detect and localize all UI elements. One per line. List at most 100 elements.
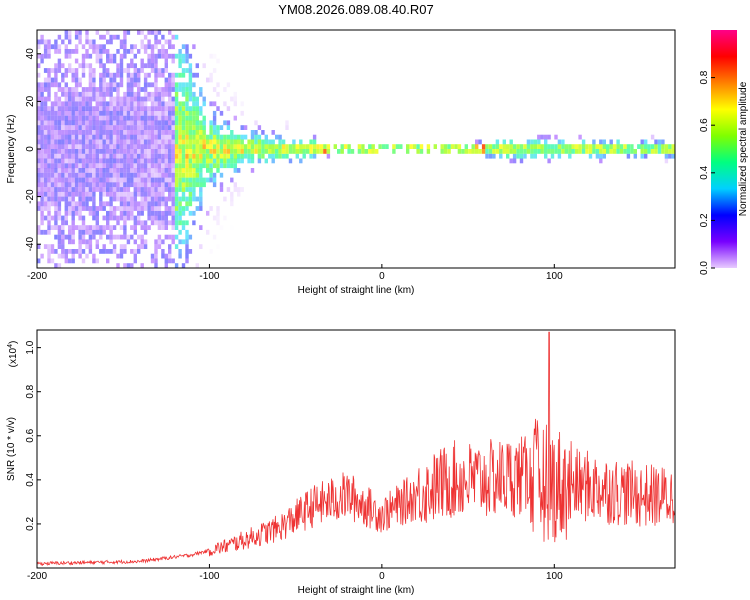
spectrogram-cell <box>323 144 327 149</box>
spectrogram-cell <box>133 139 137 145</box>
spectrogram-cell <box>99 177 103 183</box>
spectrogram-cell <box>102 191 106 197</box>
spectrogram-cell <box>43 82 48 88</box>
snr-scale-base: (x10 <box>8 347 19 367</box>
spectrogram-cell <box>143 63 148 69</box>
spectrogram-cell <box>54 191 58 197</box>
spectrogram-cell <box>116 144 120 149</box>
spectrogram-cell <box>161 196 165 202</box>
spectrogram-cell <box>106 177 110 183</box>
spectrogram-cell <box>85 139 89 145</box>
spectrogram-cell <box>99 96 103 102</box>
spectrogram-cell <box>68 168 72 173</box>
y-tick-label: 1.0 <box>25 340 36 354</box>
spectrogram-cell <box>68 153 72 159</box>
spectrogram-cell <box>150 120 155 126</box>
spectrogram-cell <box>619 149 624 154</box>
spectrogram-cell <box>64 144 68 149</box>
spectrogram-cell <box>150 191 155 197</box>
spectrogram-cell <box>195 177 199 183</box>
spectrogram-cell <box>119 72 124 78</box>
spectrogram-cell <box>57 130 62 135</box>
spectrogram-cell <box>206 139 210 145</box>
spectrogram-cell <box>43 125 48 130</box>
spectrogram-cell <box>88 187 93 192</box>
spectrogram-cell <box>61 177 65 183</box>
spectrogram-cell <box>199 106 203 111</box>
spectrogram-cell <box>40 196 44 202</box>
spectrogram-cell <box>150 153 155 159</box>
spectrogram-cell <box>43 101 48 107</box>
spectrogram-cell <box>168 258 172 264</box>
spectrogram-cell <box>140 106 144 111</box>
spectrogram-cell <box>106 72 110 78</box>
spectrogram-cell <box>40 53 44 59</box>
spectrogram-cell <box>174 82 179 88</box>
spectrogram-cell <box>54 72 58 78</box>
spectrogram-cell <box>161 249 165 254</box>
spectrogram-cell <box>257 153 262 159</box>
spectrogram-cell <box>71 125 75 130</box>
spectrogram-cell <box>92 77 96 83</box>
spectrogram-cell <box>109 153 113 159</box>
spectrogram-cell <box>264 139 268 145</box>
spectrogram-cell <box>154 168 158 173</box>
spectrogram-cell <box>40 125 44 130</box>
spectrogram-cell <box>112 34 117 40</box>
spectrogram-cell <box>140 125 144 130</box>
spectrogram-cell <box>102 187 106 192</box>
spectrogram-cell <box>88 168 93 173</box>
spectrogram-cell <box>137 177 141 183</box>
spectrogram-cell <box>157 130 162 135</box>
spectrogram-cell <box>54 149 58 154</box>
spectrogram-cell <box>102 101 106 107</box>
spectrogram-cell <box>64 258 68 264</box>
spectrogram-cell <box>54 82 58 88</box>
spectrogram-cell <box>95 115 99 121</box>
y-tick-label: 0.2 <box>25 517 36 531</box>
spectrogram-cell <box>68 120 72 126</box>
spectrogram-cell <box>81 125 86 130</box>
spectrogram-cell <box>106 258 110 264</box>
spectrogram-cell <box>154 210 158 216</box>
spectrogram-cell <box>50 196 55 202</box>
spectrogram-cell <box>157 110 162 116</box>
spectrogram-cell <box>54 210 58 216</box>
spectrogram-cell <box>154 191 158 197</box>
spectrogram-cell <box>106 68 110 73</box>
spectrogram-cell <box>78 106 82 111</box>
spectrogram-cell <box>106 163 110 169</box>
spectrogram-cell <box>154 239 158 245</box>
spectrogram-cell <box>195 130 199 135</box>
spectrogram-cell <box>123 225 127 230</box>
spectrogram-cell <box>71 258 75 264</box>
spectrogram-cell <box>57 168 62 173</box>
spectrogram-cell <box>171 106 175 111</box>
spectrogram-cell <box>595 144 600 149</box>
spectrogram-cell <box>43 110 48 116</box>
spectrogram-cell <box>85 229 89 235</box>
spectrogram-cell <box>133 225 137 230</box>
spectrogram-cell <box>506 149 510 154</box>
spectrogram-cell <box>147 163 151 169</box>
spectrogram-cell <box>664 158 669 164</box>
spectrogram-cell <box>95 172 99 178</box>
spectrogram-cell <box>78 172 82 178</box>
spectrogram-cell <box>57 158 62 164</box>
spectrogram-cell <box>57 120 62 126</box>
spectrogram-cell <box>137 249 141 254</box>
spectrogram-cell <box>206 229 210 235</box>
spectrogram-cell <box>81 177 86 183</box>
spectrogram-cell <box>43 172 48 178</box>
spectrogram-cell <box>164 53 168 59</box>
spectrogram-cell <box>81 115 86 121</box>
spectrogram-cell <box>154 258 158 264</box>
spectrogram-cell <box>54 134 58 140</box>
spectrogram-cell <box>71 87 75 92</box>
spectrogram-cell <box>126 139 131 145</box>
spectrogram-cell <box>116 139 120 145</box>
spectrogram-cell <box>592 149 596 154</box>
spectrogram-cell <box>516 144 520 149</box>
spectrogram-cell <box>74 130 79 135</box>
spectrogram-cell <box>57 139 62 145</box>
